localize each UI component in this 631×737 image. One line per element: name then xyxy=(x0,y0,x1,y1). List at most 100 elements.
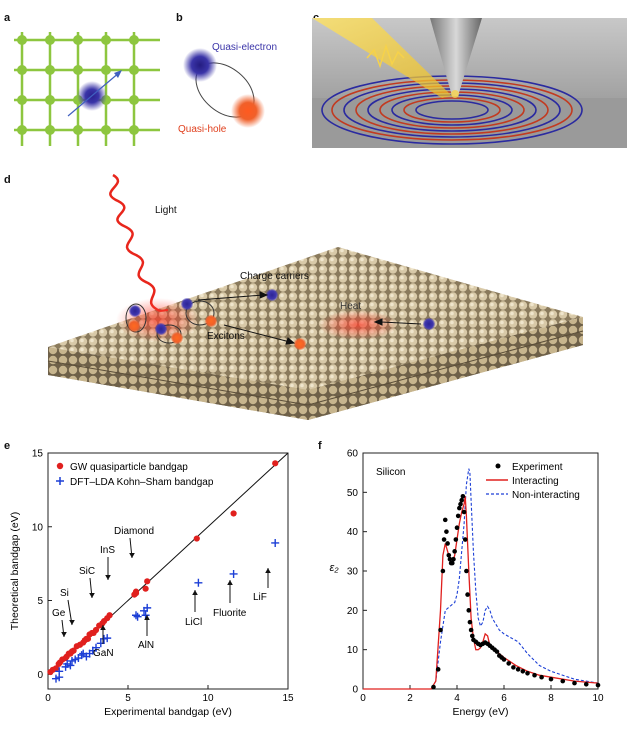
experiment-point xyxy=(548,676,554,682)
annotation-arrowhead xyxy=(129,553,135,558)
annotation-arrowhead xyxy=(61,632,67,637)
experiment-point xyxy=(462,537,468,542)
y-axis-label: ε₂ xyxy=(329,562,339,574)
legend-gw-label: GW quasiparticle bandgap xyxy=(70,462,188,473)
y-tick-label: 50 xyxy=(347,488,359,499)
gw-point xyxy=(132,590,140,597)
experiment-point xyxy=(442,517,448,523)
dft-point xyxy=(77,651,86,660)
experiment-point xyxy=(431,684,436,690)
annotation-label: InS xyxy=(100,545,115,556)
dft-point xyxy=(92,643,100,652)
y-tick-label: 10 xyxy=(32,522,44,533)
panel-label-d: d xyxy=(4,174,11,186)
excitons-label: Excitons xyxy=(207,331,245,342)
legend-interacting-label: Interacting xyxy=(512,476,559,487)
gw-point xyxy=(144,578,151,585)
dft-point xyxy=(271,538,280,547)
lattice-illustration xyxy=(14,32,160,146)
x-tick-label: 2 xyxy=(407,693,413,704)
experiment-point xyxy=(494,649,500,654)
experiment-point xyxy=(466,608,472,613)
annotation-label: Ge xyxy=(52,608,66,619)
experiment-point xyxy=(444,529,449,534)
gw-point xyxy=(142,585,149,592)
experiment-point xyxy=(461,509,467,515)
x-tick-label: 10 xyxy=(592,693,604,704)
experiment-point xyxy=(560,678,566,684)
experiment-point xyxy=(458,501,463,507)
experiment-point xyxy=(469,633,475,639)
x-tick-label: 0 xyxy=(45,693,51,704)
dft-point xyxy=(66,661,75,670)
x-tick-label: 0 xyxy=(360,693,366,704)
dft-point xyxy=(143,603,152,612)
experiment-point xyxy=(572,680,577,686)
experiment-point xyxy=(459,497,464,503)
annotation-label: LiF xyxy=(253,592,267,603)
momentum-arrow xyxy=(67,71,121,117)
experiment-point xyxy=(450,560,455,566)
experiment-point xyxy=(501,657,507,662)
experiment-point xyxy=(457,505,462,511)
panel-label-e: e xyxy=(4,440,11,452)
experiment-point xyxy=(583,681,589,687)
panel-label-b: b xyxy=(176,12,183,24)
x-tick-label: 8 xyxy=(548,693,554,704)
x-axis-label: Energy (eV) xyxy=(452,706,508,718)
chart-title: Silicon xyxy=(376,467,405,478)
dft-point xyxy=(132,611,140,620)
experiment-point xyxy=(447,556,453,562)
y-tick-label: 0 xyxy=(37,670,43,681)
y-tick-label: 0 xyxy=(352,685,358,696)
x-tick-label: 10 xyxy=(202,693,214,704)
experiment-point xyxy=(465,592,470,597)
gw-point xyxy=(92,626,100,634)
gw-point xyxy=(52,665,60,672)
annotation-label: AlN xyxy=(138,640,154,651)
experiment-point xyxy=(515,667,521,672)
quasi-electron-blob xyxy=(183,48,217,82)
y-tick-label: 40 xyxy=(347,527,359,538)
plot-frame xyxy=(362,452,599,690)
experiment-point xyxy=(525,670,530,676)
non-interacting-line xyxy=(363,468,599,690)
x-tick-label: 5 xyxy=(125,693,131,704)
y-tick-label: 60 xyxy=(347,449,359,460)
y-tick-label: 5 xyxy=(37,596,43,607)
heat-label: Heat xyxy=(340,301,362,312)
quasi-hole-blob xyxy=(231,94,265,128)
light-label: Light xyxy=(155,205,177,216)
experiment-point xyxy=(455,513,461,519)
dft-point xyxy=(103,634,112,643)
y-tick-label: 10 xyxy=(347,645,359,656)
stm-illustration xyxy=(312,18,627,148)
y-tick-label: 20 xyxy=(347,606,359,617)
bandgap-scatter-chart: 0 5 10 15 0 5 10 15 Experimental bandgap (eV) The… xyxy=(9,449,294,719)
experiment-point xyxy=(441,537,447,542)
experiment-point xyxy=(539,674,544,680)
dft-point xyxy=(55,667,64,676)
experiment-point xyxy=(468,627,474,633)
annotation-label: LiCl xyxy=(185,617,202,628)
light-wave xyxy=(109,173,161,313)
annotation-label: Si xyxy=(60,588,69,599)
x-tick-label: 15 xyxy=(282,693,294,704)
experiment-point xyxy=(511,665,516,670)
charge-carriers-label: Charge carriers xyxy=(240,271,309,282)
annotation-label: Fluorite xyxy=(213,608,247,619)
experiment-point xyxy=(435,667,441,672)
legend-dft-label: DFT–LDA Kohn–Sham bandgap xyxy=(70,477,214,488)
panel-label-f: f xyxy=(318,440,322,452)
annotation-arrowhead xyxy=(192,590,198,595)
annotation-arrowhead xyxy=(227,580,233,585)
experiment-point xyxy=(460,493,466,499)
x-tick-label: 6 xyxy=(501,693,507,704)
gw-point xyxy=(70,647,77,654)
panel-label-a: a xyxy=(4,12,11,24)
gw-point xyxy=(106,612,113,619)
annotation-arrowhead xyxy=(144,615,150,620)
experiment-point xyxy=(506,661,511,666)
plot-frame xyxy=(47,452,289,690)
interacting-line xyxy=(363,496,599,690)
